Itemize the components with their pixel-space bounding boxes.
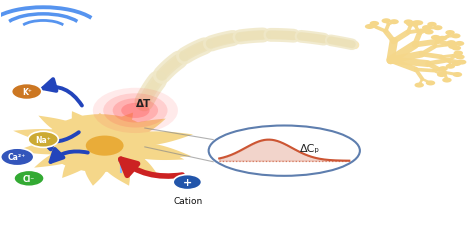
Circle shape (382, 19, 391, 24)
Circle shape (0, 149, 34, 166)
Circle shape (438, 67, 448, 72)
Circle shape (11, 84, 42, 100)
Circle shape (365, 25, 374, 30)
Polygon shape (99, 144, 130, 186)
Circle shape (406, 22, 416, 27)
Circle shape (426, 81, 435, 86)
Text: Cation: Cation (173, 196, 203, 205)
Circle shape (451, 34, 461, 39)
Circle shape (121, 103, 150, 118)
Polygon shape (13, 130, 100, 145)
Polygon shape (62, 144, 100, 178)
Circle shape (437, 73, 447, 78)
Circle shape (457, 60, 466, 65)
Ellipse shape (209, 126, 360, 176)
Circle shape (454, 51, 463, 56)
Circle shape (86, 136, 124, 156)
Circle shape (411, 21, 421, 26)
Circle shape (455, 55, 465, 60)
Circle shape (453, 73, 462, 78)
Circle shape (414, 21, 423, 26)
Text: ΔCₚ: ΔCₚ (300, 144, 320, 153)
Text: Ca²⁺: Ca²⁺ (8, 153, 27, 162)
Polygon shape (100, 132, 193, 147)
Polygon shape (100, 113, 133, 144)
Circle shape (424, 30, 434, 35)
Circle shape (452, 62, 461, 67)
Circle shape (28, 132, 58, 148)
Circle shape (438, 37, 447, 42)
Circle shape (414, 83, 424, 88)
Circle shape (448, 45, 458, 50)
Circle shape (404, 20, 413, 25)
Polygon shape (84, 144, 109, 186)
Circle shape (389, 20, 399, 25)
Circle shape (455, 42, 464, 47)
Polygon shape (38, 116, 100, 144)
Circle shape (113, 99, 158, 123)
Circle shape (446, 31, 455, 36)
Text: Cl⁻: Cl⁻ (23, 174, 35, 183)
Circle shape (452, 46, 461, 51)
Circle shape (427, 23, 437, 28)
Circle shape (173, 175, 201, 190)
Polygon shape (100, 143, 184, 160)
Polygon shape (91, 113, 109, 144)
Polygon shape (34, 144, 100, 168)
Text: +: + (183, 177, 192, 187)
Circle shape (453, 53, 462, 58)
Circle shape (370, 22, 379, 27)
Circle shape (431, 36, 440, 41)
Polygon shape (16, 140, 100, 155)
Text: ΔT: ΔT (136, 99, 152, 108)
Circle shape (446, 65, 455, 70)
Text: K⁺: K⁺ (22, 88, 32, 97)
Circle shape (46, 115, 155, 172)
Polygon shape (100, 144, 157, 174)
Circle shape (93, 88, 178, 134)
Text: - -: - - (118, 158, 125, 163)
Circle shape (422, 26, 431, 31)
Text: -: - (127, 163, 129, 168)
Circle shape (433, 26, 442, 31)
Text: Na⁺: Na⁺ (36, 135, 51, 144)
Circle shape (14, 171, 44, 187)
Polygon shape (100, 142, 191, 158)
Polygon shape (72, 112, 100, 144)
Circle shape (447, 41, 456, 46)
Circle shape (103, 94, 167, 128)
Circle shape (442, 78, 452, 83)
Polygon shape (100, 119, 166, 144)
